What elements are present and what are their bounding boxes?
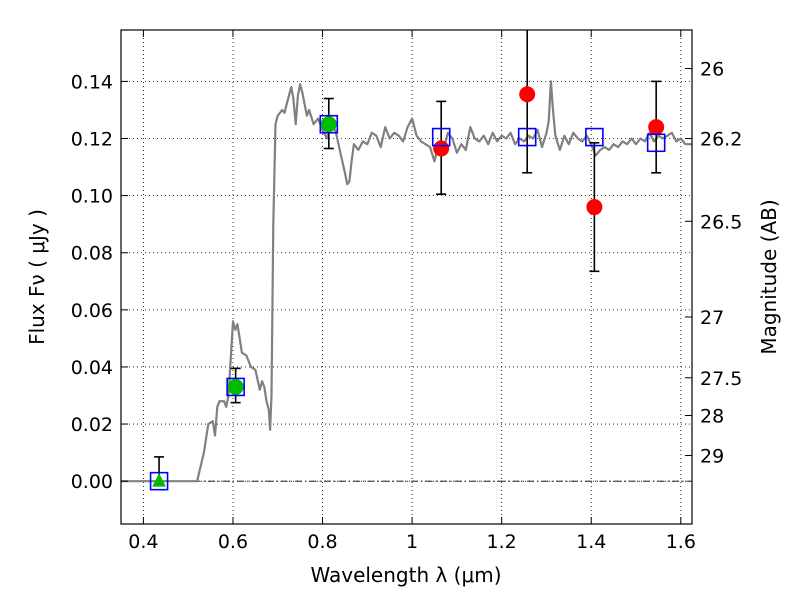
x-tick-label: 1.6 — [666, 531, 696, 553]
y-tick-label: 0.10 — [71, 186, 113, 208]
y2-tick-label: 26.5 — [700, 211, 742, 233]
data-point — [433, 140, 450, 157]
model-photometry-square — [431, 127, 451, 147]
data-point — [586, 199, 603, 216]
model-photometry-square — [319, 114, 339, 134]
y2-tick-label: 28 — [700, 405, 724, 427]
y-tick-label: 0.02 — [71, 414, 113, 436]
plot-frame — [120, 29, 693, 525]
model-spectrum-line — [121, 80, 692, 483]
data-point — [648, 119, 665, 136]
y2-tick-label: 29 — [700, 445, 724, 467]
model-photometry-square — [646, 133, 666, 153]
y-axis-title: Flux Fν ( μJy ) — [25, 209, 49, 345]
x-tick-label: 0.8 — [307, 531, 337, 553]
x-tick-label: 0.4 — [128, 531, 158, 553]
y-tick-label: 0.06 — [71, 300, 113, 322]
y2-tick-label: 27.5 — [700, 368, 742, 390]
data-point — [320, 116, 337, 133]
data-point — [227, 378, 244, 395]
plot-area — [121, 30, 692, 491]
data-point-triangle — [152, 473, 166, 487]
model-photometry-square — [226, 377, 245, 397]
y2-axis-title: Magnitude (AB) — [757, 199, 781, 354]
axes: 0.4 0.6 0.8 1 1.2 1.4 1.6 0.00 0.02 0.04 0.06 0.08 0… — [71, 30, 742, 553]
data-point — [519, 86, 536, 103]
x-tick-label: 1.4 — [576, 531, 606, 553]
model-photometry-square — [585, 127, 604, 147]
y2-tick-label: 27 — [700, 307, 724, 329]
x-tick-label: 1 — [406, 531, 418, 553]
x-tick-label: 0.6 — [218, 531, 248, 553]
y-tick-label: 0.04 — [71, 357, 113, 379]
model-photometry-square — [149, 471, 169, 491]
y2-tick-label: 26 — [700, 59, 724, 81]
y-tick-label: 0.14 — [71, 71, 113, 93]
x-axis-title: Wavelength λ (μm) — [310, 563, 501, 587]
y-tick-label: 0.08 — [71, 243, 113, 265]
model-photometry-square — [517, 127, 537, 147]
y-tick-label: 0.00 — [71, 471, 113, 493]
x-tick-label: 1.2 — [487, 531, 517, 553]
y-tick-label: 0.12 — [71, 129, 113, 151]
y2-tick-label: 26.2 — [700, 129, 742, 151]
